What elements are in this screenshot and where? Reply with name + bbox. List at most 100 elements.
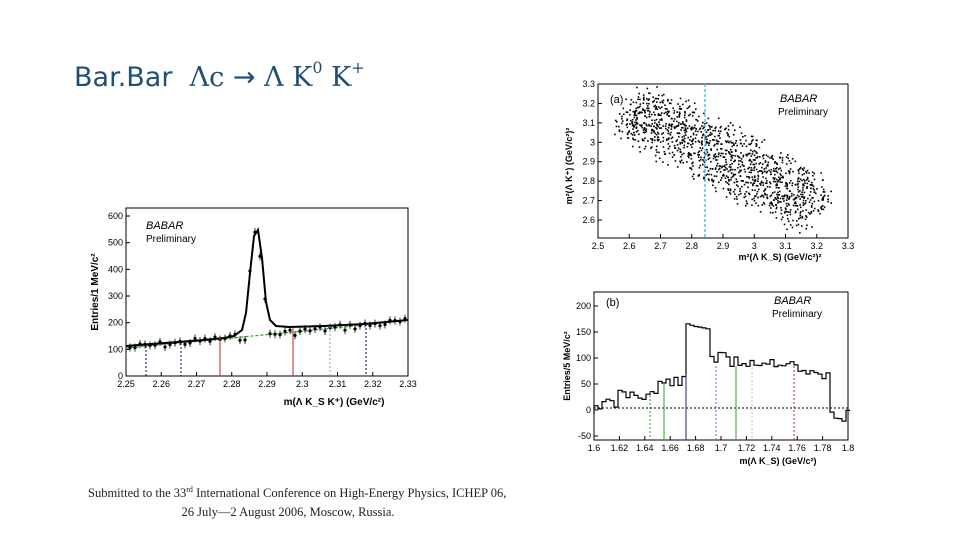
scatter-point	[802, 184, 804, 187]
scatter-point	[665, 123, 667, 125]
scatter-point	[632, 128, 634, 130]
scatter-point	[751, 176, 753, 178]
scatter-point	[721, 166, 723, 169]
scatter-point	[753, 197, 755, 200]
scatter-point	[709, 139, 712, 142]
scatter-point	[705, 174, 707, 177]
scatter-point	[644, 137, 646, 140]
scatter-point	[678, 132, 681, 135]
scatter-point	[820, 194, 822, 196]
scatter-point	[778, 178, 781, 181]
data-point	[233, 332, 237, 337]
scatter-point	[766, 163, 769, 166]
scatter-point	[640, 111, 642, 114]
scatter-point	[692, 173, 695, 176]
scatter-point	[752, 139, 754, 141]
caption-part-a: Submitted to the 33	[88, 486, 187, 501]
scatter-point	[758, 170, 761, 172]
scatter-point	[642, 129, 645, 131]
scatter-point	[788, 204, 790, 206]
scatter-point	[776, 181, 779, 183]
left-xticks: 2.25 2.26 2.27 2.28 2.29 2.3 2.31 2.32 2.33	[117, 372, 417, 389]
scatter-point	[698, 175, 700, 177]
scatter-point	[792, 219, 794, 222]
scatter-point	[656, 128, 658, 130]
dalitz-plot-a: 2.6 2.7 2.8 2.9 3 3.1 3.2 3.3 2.5 2.6 2.7 2.8 2.9 3 3…	[564, 79, 854, 262]
scatter-point	[648, 92, 651, 95]
scatter-point	[761, 166, 763, 169]
scatter-point	[773, 177, 776, 179]
scatter-point	[762, 196, 765, 198]
scatter-point	[638, 92, 640, 95]
scatter-point	[733, 129, 736, 131]
scatter-point	[642, 94, 645, 96]
scatter-point	[754, 180, 757, 182]
scatter-point	[809, 213, 811, 215]
scatter-point	[747, 176, 750, 178]
scatter-point	[692, 165, 694, 167]
scatter-point	[734, 149, 737, 151]
scatter-point	[658, 157, 661, 160]
scatter-point	[646, 102, 648, 105]
scatter-point	[778, 200, 780, 203]
scatter-point	[667, 111, 670, 114]
scatter-point	[739, 139, 742, 141]
scatter-point	[716, 170, 718, 173]
scatter-point	[802, 183, 804, 185]
scatter-point	[675, 125, 678, 127]
scatter-point	[708, 134, 711, 136]
scatter-point	[697, 140, 700, 142]
scatter-point	[723, 175, 725, 177]
scatter-point	[786, 197, 789, 199]
scatter-point	[728, 152, 731, 154]
scatter-point	[635, 109, 638, 112]
scatter-point	[687, 142, 690, 145]
scatter-point	[679, 143, 682, 145]
scatter-point	[731, 141, 733, 144]
scatter-point	[781, 181, 783, 184]
scatter-point	[625, 111, 628, 113]
scatter-point	[629, 114, 631, 116]
scatter-point	[635, 126, 638, 128]
scatter-point	[797, 170, 800, 172]
scatter-point	[802, 202, 805, 204]
scatter-point	[696, 120, 699, 122]
scatter-point	[712, 181, 715, 183]
scatter-point	[629, 123, 631, 125]
scatter-point	[821, 204, 824, 207]
caption: Submitted to the 33rd International Conf…	[88, 480, 558, 522]
scatter-point	[637, 96, 640, 98]
scatter-point	[761, 194, 764, 197]
scatter-point	[678, 108, 681, 110]
y-tick-label: 150	[576, 327, 591, 337]
scatter-point	[646, 109, 649, 112]
scatter-point	[737, 166, 739, 169]
scatter-point	[690, 127, 692, 130]
scatter-point	[670, 137, 673, 140]
scatter-point	[700, 156, 702, 159]
scatter-point	[675, 140, 678, 142]
scatter-point	[793, 202, 796, 204]
scatter-point	[780, 212, 783, 215]
scatter-point	[766, 194, 768, 196]
scatter-point	[806, 182, 809, 185]
scatter-point	[676, 111, 678, 113]
data-point	[223, 336, 227, 341]
scatter-point	[789, 168, 792, 170]
scatter-point	[690, 168, 693, 171]
scatter-point	[702, 133, 705, 136]
scatter-point	[715, 139, 718, 142]
scatter-point	[684, 124, 686, 127]
scatter-point	[766, 197, 769, 200]
scatter-point	[756, 152, 758, 154]
scatter-point	[668, 132, 670, 135]
left-xlabel: m(Λ K_S K⁺) (GeV/c²)	[284, 397, 385, 408]
scatter-point	[786, 228, 788, 231]
y-tick-label: 0	[118, 371, 123, 381]
scatter-point	[662, 140, 665, 142]
data-point	[398, 320, 402, 324]
data-point	[263, 297, 267, 301]
scatter-point	[732, 174, 735, 177]
scatter-point	[725, 141, 728, 144]
scatter-point	[790, 195, 793, 197]
